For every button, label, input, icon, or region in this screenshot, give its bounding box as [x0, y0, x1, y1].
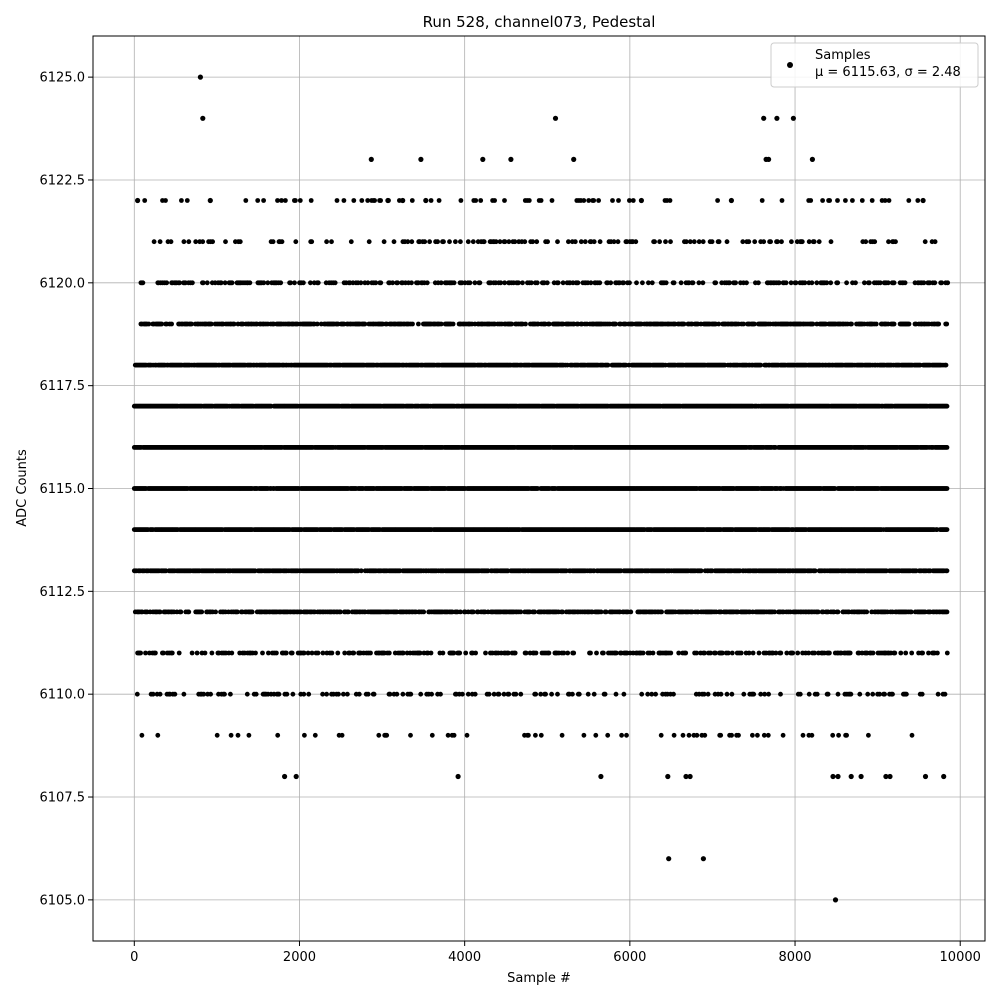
- data-point: [249, 609, 255, 615]
- data-point: [628, 609, 634, 615]
- data-points: [131, 74, 951, 903]
- data-point: [944, 486, 950, 491]
- data-point: [944, 568, 950, 574]
- data-point: [944, 445, 950, 450]
- data-point: [421, 609, 427, 615]
- data-point: [178, 609, 184, 615]
- data-point: [213, 609, 219, 615]
- data-point: [659, 609, 664, 615]
- data-point: [943, 362, 949, 368]
- data-point: [186, 609, 192, 615]
- data-point: [199, 609, 205, 615]
- data-point: [944, 527, 950, 532]
- data-point: [944, 403, 950, 409]
